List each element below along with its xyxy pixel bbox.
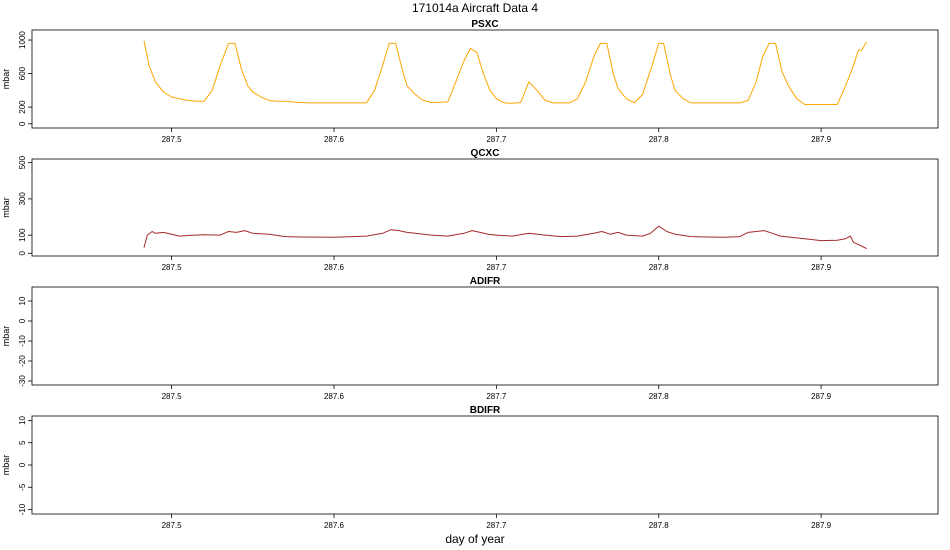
- panel-title: PSXC: [471, 19, 498, 30]
- y-tick-label: -10: [18, 503, 27, 515]
- x-tick-label: 287.8: [649, 521, 670, 530]
- y-tick-label: -20: [18, 355, 27, 367]
- x-tick-label: 287.7: [486, 392, 507, 401]
- y-tick-label: 0: [18, 318, 27, 323]
- x-tick-label: 287.9: [811, 392, 832, 401]
- series-line-psxc: [143, 40, 868, 105]
- x-tick-label: 287.7: [486, 135, 507, 144]
- y-tick-label: 0: [18, 251, 27, 256]
- x-tick-label: 287.8: [649, 135, 670, 144]
- x-axis-label: day of year: [445, 532, 504, 546]
- plot-frame: [31, 286, 939, 386]
- y-tick-label: 200: [18, 100, 27, 114]
- chart-title: 171014a Aircraft Data 4: [412, 1, 538, 15]
- panel-title: QCXC: [471, 148, 500, 159]
- y-tick-label: 500: [18, 155, 27, 169]
- y-tick-label: 1000: [18, 31, 27, 49]
- y-axis-label: mbar: [1, 69, 11, 90]
- x-tick-label: 287.5: [162, 263, 183, 272]
- x-tick-label: 287.6: [324, 392, 345, 401]
- panel-bdifr: BDIFR mbar -10 -5 0 5 10 287.5 287.6 287.7 287.8 28…: [1, 405, 939, 530]
- y-tick-label: 5: [18, 440, 27, 445]
- x-tick-label: 287.9: [811, 135, 832, 144]
- x-tick-label: 287.7: [486, 521, 507, 530]
- series-line-qcxc: [143, 225, 867, 250]
- panel-adifr: ADIFR mbar -30 -20 -10 0 10 287.5 287.6 287.7 287.…: [1, 276, 939, 401]
- y-tick-label: 0: [18, 121, 27, 126]
- y-tick-label: -10: [18, 335, 27, 347]
- panel-title: ADIFR: [470, 276, 501, 287]
- y-tick-label: -5: [18, 483, 27, 491]
- x-tick-label: 287.5: [162, 135, 183, 144]
- panel-psxc: PSXC mbar 0 200 600 1000 287.5 287.6 287.7 287.8 2…: [1, 19, 939, 144]
- y-axis-label: mbar: [1, 326, 11, 347]
- y-tick-label: 100: [18, 228, 27, 242]
- x-tick-label: 287.8: [649, 392, 670, 401]
- x-tick-label: 287.9: [811, 263, 832, 272]
- x-tick-label: 287.5: [162, 392, 183, 401]
- x-tick-label: 287.7: [486, 263, 507, 272]
- x-tick-label: 287.6: [324, 263, 345, 272]
- y-tick-label: 10: [18, 296, 27, 305]
- plot-frame: [31, 29, 939, 129]
- y-tick-label: 0: [18, 462, 27, 467]
- x-tick-label: 287.6: [324, 135, 345, 144]
- x-tick-label: 287.8: [649, 263, 670, 272]
- y-tick-label: -30: [18, 375, 27, 387]
- y-tick-label: 300: [18, 192, 27, 206]
- plot-frame: [31, 158, 939, 257]
- panel-title: BDIFR: [470, 405, 501, 416]
- y-tick-label: 10: [18, 415, 27, 424]
- plot-frame: [31, 415, 939, 515]
- y-axis-label: mbar: [1, 197, 11, 218]
- x-tick-label: 287.6: [324, 521, 345, 530]
- y-tick-label: 600: [18, 66, 27, 80]
- panel-qcxc: QCXC mbar 0 100 300 500 287.5 287.6 287.7 287.8 28…: [1, 148, 939, 272]
- y-axis-label: mbar: [1, 455, 11, 476]
- x-tick-label: 287.5: [162, 521, 183, 530]
- x-tick-label: 287.9: [811, 521, 832, 530]
